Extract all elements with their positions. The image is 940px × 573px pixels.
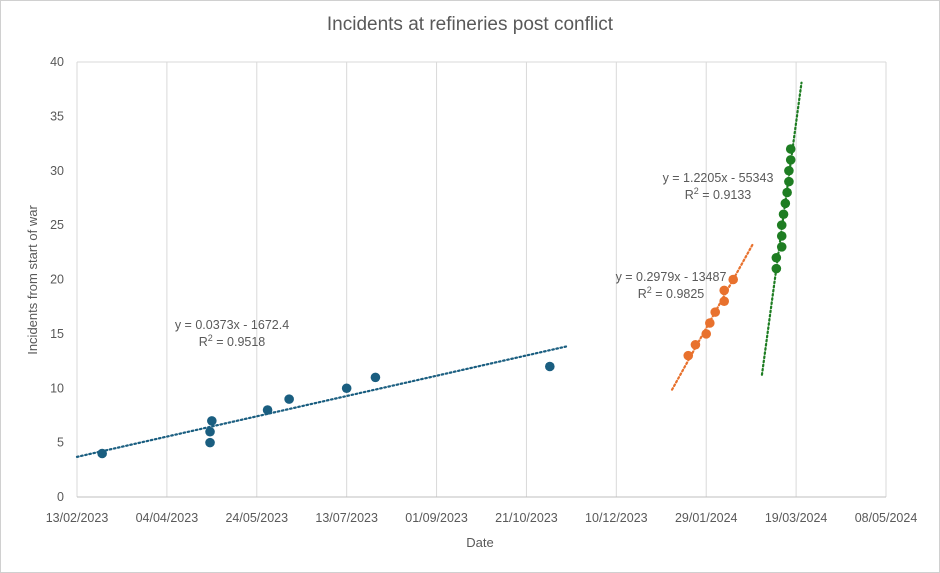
data-point (776, 242, 787, 252)
trendline-series-2 (670, 242, 755, 391)
data-point (719, 296, 729, 307)
data-point (205, 437, 215, 448)
y-tick-label: 10 (50, 381, 64, 395)
x-tick-label: 01/09/2023 (405, 511, 468, 525)
data-point (784, 165, 794, 176)
trendline-equations: y = 0.0373x - 1672.4R2 = 0.9518 y = 0.297… (175, 171, 774, 349)
data-point (771, 263, 782, 274)
y-axis-title: Incidents from start of war (25, 205, 40, 355)
y-tick-label: 30 (50, 164, 64, 178)
x-axis-title: Date (466, 535, 493, 550)
data-point (284, 394, 294, 404)
x-tick-label: 04/04/2023 (136, 511, 199, 525)
data-point (784, 176, 794, 187)
data-point (690, 339, 701, 350)
x-tick-label: 29/01/2024 (675, 511, 738, 525)
data-point (776, 231, 787, 241)
tick-labels: 13/02/2023 04/04/2023 24/05/2023 13/07/2023… (46, 55, 918, 525)
data-point (785, 155, 796, 165)
data-point (341, 383, 352, 394)
x-tick-label: 13/07/2023 (315, 511, 378, 525)
data-point (719, 285, 729, 296)
data-point (370, 372, 381, 383)
x-tick-label: 08/05/2024 (855, 511, 918, 525)
data-point (776, 220, 787, 230)
data-point (780, 198, 791, 209)
x-tick-label: 19/03/2024 (765, 511, 828, 525)
y-tick-label: 35 (50, 109, 64, 123)
x-tick-label: 21/10/2023 (495, 511, 558, 525)
trendline-r-squared: R2 = 0.9518 (199, 333, 266, 349)
data-point (683, 350, 694, 361)
y-tick-label: 25 (50, 218, 64, 232)
trendline-series-1 (75, 345, 568, 458)
y-tick-label: 40 (50, 55, 64, 69)
y-tick-label: 20 (50, 273, 64, 287)
data-point (728, 274, 738, 285)
chart-title: Incidents at refineries post conflict (326, 14, 614, 35)
data-point (701, 329, 712, 339)
trendline-equation: y = 0.2979x - 13487 (616, 270, 727, 284)
gridlines (76, 61, 887, 498)
trendline-equation: y = 0.0373x - 1672.4 (175, 318, 289, 332)
x-tick-label: 10/12/2023 (585, 511, 648, 525)
x-tick-label: 13/02/2023 (46, 511, 109, 525)
data-point (705, 318, 715, 328)
trendline-r-squared: R2 = 0.9825 (638, 285, 705, 301)
data-point (778, 209, 789, 220)
data-point (97, 448, 107, 459)
data-point (205, 426, 215, 437)
trendline-equation: y = 1.2205x - 55343 (663, 171, 774, 185)
data-point (771, 252, 782, 263)
y-tick-label: 0 (57, 490, 64, 504)
y-tick-label: 5 (57, 436, 64, 450)
data-points (97, 144, 796, 459)
data-point (545, 361, 555, 372)
data-point (782, 187, 792, 198)
data-point (207, 416, 217, 426)
trendline-r-squared: R2 = 0.9133 (685, 186, 752, 202)
data-point (785, 144, 796, 154)
data-point (710, 307, 721, 317)
x-tick-label: 24/05/2023 (225, 511, 288, 525)
data-point (262, 405, 273, 415)
y-tick-label: 15 (50, 327, 64, 341)
